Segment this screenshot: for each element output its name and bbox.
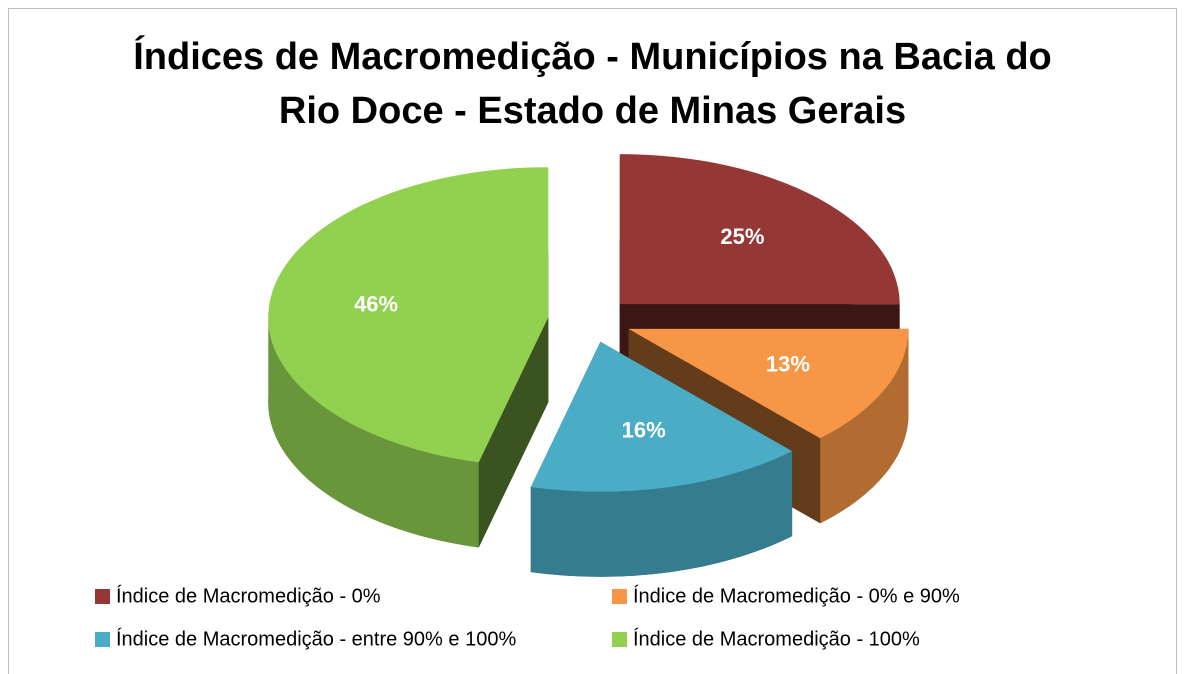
data-label: 46%: [354, 291, 398, 316]
chart-frame: [8, 8, 1177, 674]
legend-label: Índice de Macromedição - 100%: [633, 627, 920, 650]
slice-side: [268, 317, 479, 548]
legend-swatch: [95, 632, 110, 647]
legend-swatch: [612, 632, 627, 647]
slice-side: [820, 328, 909, 524]
pie-slice: [530, 341, 793, 492]
pie-slice: [619, 154, 900, 305]
legend-swatch: [612, 589, 627, 604]
legend-label: Índice de Macromedição - 0% e 90%: [633, 584, 960, 607]
legend-label: Índice de Macromedição - 0%: [116, 584, 381, 607]
legend-label: Índice de Macromedição - entre 90% e 100…: [116, 627, 516, 650]
pie-slice: [628, 328, 909, 439]
data-label: 16%: [622, 418, 666, 443]
pie-slice: [268, 167, 549, 463]
chart-title: Índices de Macromedição - Municípios na …: [133, 36, 1052, 132]
slice-side: [530, 451, 793, 577]
data-label: 13%: [766, 352, 810, 377]
data-label: 25%: [720, 224, 764, 249]
legend-swatch: [95, 589, 110, 604]
slice-wall: [478, 317, 549, 548]
